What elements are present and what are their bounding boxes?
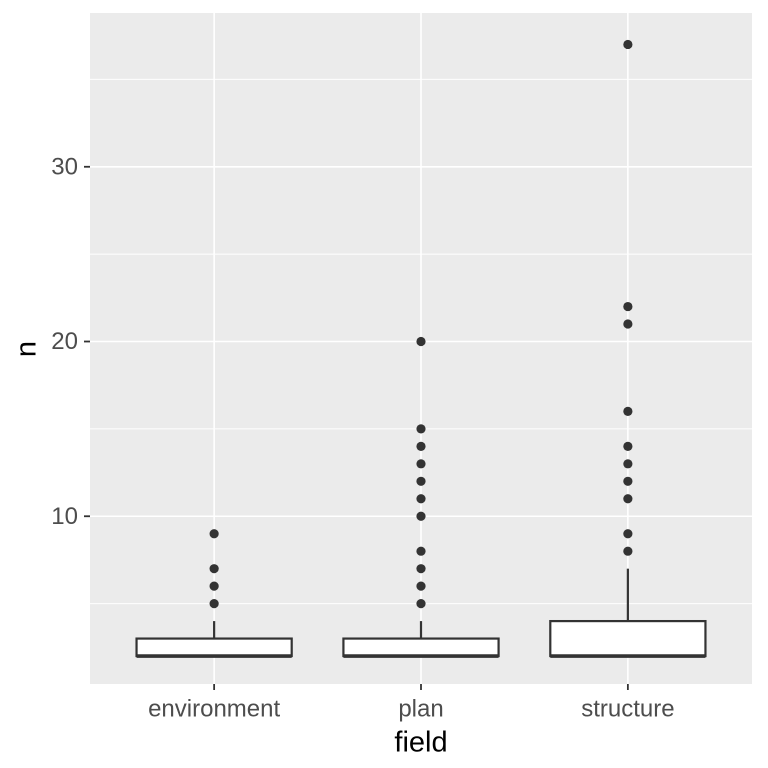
outlier-point-plan bbox=[416, 581, 426, 591]
outlier-point-plan bbox=[416, 564, 426, 574]
outlier-point-plan bbox=[416, 546, 426, 556]
outlier-point-structure bbox=[623, 301, 633, 312]
x-tick-label-structure: structure bbox=[581, 696, 674, 723]
y-axis-title: n bbox=[10, 340, 43, 358]
boxplot-box-environment bbox=[135, 637, 293, 658]
outlier-point-structure bbox=[623, 529, 633, 539]
outlier-point-structure bbox=[623, 406, 633, 417]
outlier-point-plan bbox=[416, 599, 426, 609]
outlier-point-environment bbox=[209, 564, 219, 574]
boxplot-box-plan bbox=[342, 637, 500, 658]
outlier-point-environment bbox=[209, 599, 219, 609]
outlier-point-plan bbox=[416, 511, 426, 521]
outlier-point-plan bbox=[416, 476, 426, 486]
outlier-point-structure bbox=[623, 476, 633, 486]
outlier-point-plan bbox=[416, 459, 426, 469]
x-tick-label-environment: environment bbox=[148, 696, 280, 723]
boxplot-box-structure bbox=[549, 619, 707, 658]
outlier-point-plan bbox=[416, 336, 426, 347]
outlier-point-plan bbox=[416, 424, 426, 434]
outlier-point-plan bbox=[416, 494, 426, 504]
outlier-point-structure bbox=[623, 441, 633, 451]
outlier-point-environment bbox=[209, 529, 219, 539]
outlier-point-environment bbox=[209, 581, 219, 591]
outlier-point-structure bbox=[623, 494, 633, 504]
outlier-point-structure bbox=[623, 39, 633, 50]
outlier-point-structure bbox=[623, 459, 633, 469]
y-tick-label: 20 bbox=[51, 328, 78, 355]
outlier-point-plan bbox=[416, 441, 426, 451]
y-tick-label: 30 bbox=[51, 153, 78, 180]
x-tick-label-plan: plan bbox=[398, 696, 443, 723]
y-tick-label: 10 bbox=[51, 503, 78, 530]
outlier-point-structure bbox=[623, 546, 633, 556]
outlier-point-structure bbox=[623, 319, 633, 329]
x-axis-title: field bbox=[394, 726, 448, 759]
